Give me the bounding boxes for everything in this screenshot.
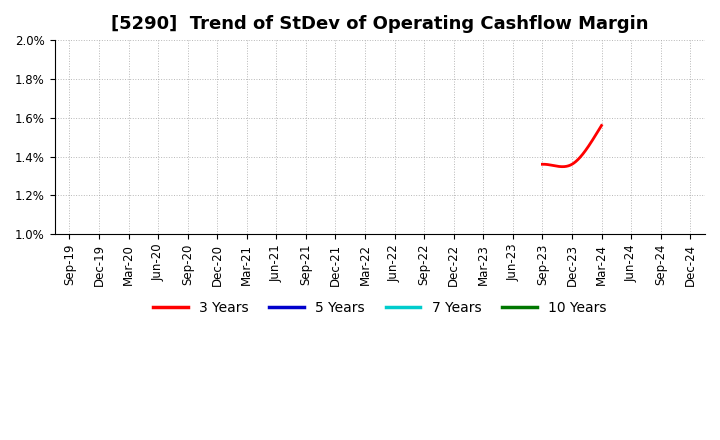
Legend: 3 Years, 5 Years, 7 Years, 10 Years: 3 Years, 5 Years, 7 Years, 10 Years	[148, 295, 612, 320]
Title: [5290]  Trend of StDev of Operating Cashflow Margin: [5290] Trend of StDev of Operating Cashf…	[111, 15, 649, 33]
